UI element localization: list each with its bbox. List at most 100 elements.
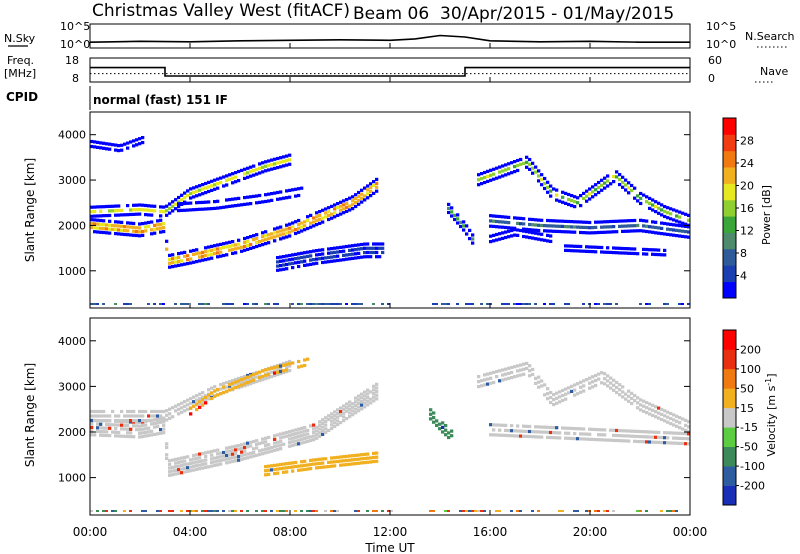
heatmap-cell	[309, 435, 313, 439]
heatmap-cell	[288, 153, 292, 157]
heatmap-cell	[477, 178, 481, 182]
heatmap-cell	[576, 382, 580, 386]
heatmap-cell	[678, 220, 682, 224]
heatmap-cell	[117, 430, 121, 434]
heatmap-cell	[276, 260, 280, 264]
ground-scatter-cell	[180, 510, 183, 512]
heatmap-cell	[96, 226, 100, 230]
heatmap-cell	[297, 438, 301, 442]
heatmap-cell	[339, 455, 343, 459]
heatmap-cell	[192, 252, 196, 256]
heatmap-cell	[630, 429, 634, 433]
heatmap-cell	[459, 220, 463, 224]
heatmap-cell	[126, 414, 130, 418]
ground-scatter-cell	[330, 510, 333, 512]
heatmap-cell	[648, 225, 652, 229]
heatmap-cell	[204, 186, 208, 190]
heatmap-cell	[354, 457, 358, 462]
heatmap-cell	[135, 203, 139, 207]
heatmap-cell	[96, 426, 100, 430]
heatmap-cell	[288, 230, 292, 234]
ground-scatter-cell	[123, 510, 126, 512]
heatmap-cell	[561, 195, 565, 199]
heatmap-cell	[261, 165, 265, 169]
heatmap-cell	[300, 464, 304, 468]
heatmap-cell	[309, 258, 313, 262]
heatmap-cell	[447, 202, 451, 206]
heatmap-cell	[192, 208, 196, 212]
ground-scatter-cell	[216, 510, 219, 512]
heatmap-cell	[351, 458, 355, 462]
heatmap-cell	[183, 463, 187, 467]
heatmap-cell	[462, 224, 466, 228]
heatmap-cell	[144, 221, 148, 225]
heatmap-cell	[327, 214, 331, 218]
heatmap-cell	[285, 365, 289, 369]
heatmap-cell	[522, 227, 526, 231]
heatmap-cell	[237, 379, 241, 383]
x-tick-label: 20:00	[573, 525, 608, 539]
heatmap-cell	[291, 261, 295, 265]
ground-scatter-cell	[264, 303, 267, 305]
heatmap-cell	[225, 381, 229, 385]
heatmap-cell	[150, 232, 154, 236]
heatmap-cell	[627, 219, 631, 223]
heatmap-cell	[111, 409, 115, 414]
heatmap-cell	[240, 249, 244, 253]
heatmap-cell	[126, 221, 130, 225]
heatmap-cell	[138, 414, 142, 418]
heatmap-cell	[582, 389, 586, 393]
heatmap-cell	[207, 253, 211, 257]
heatmap-cell	[309, 213, 313, 217]
cpid-label: CPID	[6, 90, 38, 104]
heatmap-cell	[684, 423, 688, 427]
y-tick-label: 3000	[58, 174, 86, 187]
heatmap-cell	[285, 154, 289, 158]
heatmap-cell	[615, 385, 619, 390]
heatmap-cell	[273, 239, 277, 243]
heatmap-cell	[582, 225, 586, 229]
heatmap-cell	[684, 428, 688, 432]
heatmap-cell	[177, 255, 181, 260]
heatmap-cell	[645, 435, 649, 439]
heatmap-cell	[297, 218, 301, 223]
ground-scatter-cell	[300, 510, 303, 512]
heatmap-cell	[348, 404, 352, 408]
heatmap-cell	[522, 161, 526, 165]
heatmap-cell	[618, 178, 622, 182]
heatmap-cell	[276, 268, 280, 272]
heatmap-cell	[555, 229, 559, 233]
heatmap-cell	[582, 384, 586, 388]
heatmap-cell	[249, 455, 253, 459]
heatmap-cell	[234, 377, 238, 382]
heatmap-cell	[600, 188, 604, 192]
heatmap-cell	[156, 223, 160, 227]
heatmap-cell	[243, 457, 247, 461]
heatmap-cell	[612, 378, 616, 382]
heatmap-cell	[540, 183, 544, 187]
heatmap-cell	[486, 179, 490, 183]
heatmap-cell	[300, 255, 304, 260]
heatmap-cell	[279, 197, 283, 201]
heatmap-cell	[603, 250, 607, 254]
heatmap-cell	[345, 402, 349, 406]
ground-scatter-cell	[366, 510, 369, 512]
heatmap-cell	[261, 374, 265, 379]
freq-tick-bottom: 8	[72, 72, 79, 85]
heatmap-cell	[243, 196, 247, 200]
heatmap-cell	[138, 409, 142, 414]
heatmap-cell	[366, 395, 370, 400]
heatmap-cell	[672, 436, 676, 440]
heatmap-cell	[114, 224, 118, 228]
heatmap-cell	[531, 367, 535, 372]
heatmap-cell	[321, 256, 325, 260]
heatmap-cell	[639, 218, 643, 222]
heatmap-cell	[663, 419, 667, 423]
heatmap-cell	[678, 421, 682, 425]
heatmap-cell	[369, 401, 373, 405]
heatmap-cell	[372, 250, 376, 255]
heatmap-cell	[222, 175, 226, 179]
heatmap-cell	[483, 373, 487, 377]
heatmap-cell	[291, 229, 295, 233]
